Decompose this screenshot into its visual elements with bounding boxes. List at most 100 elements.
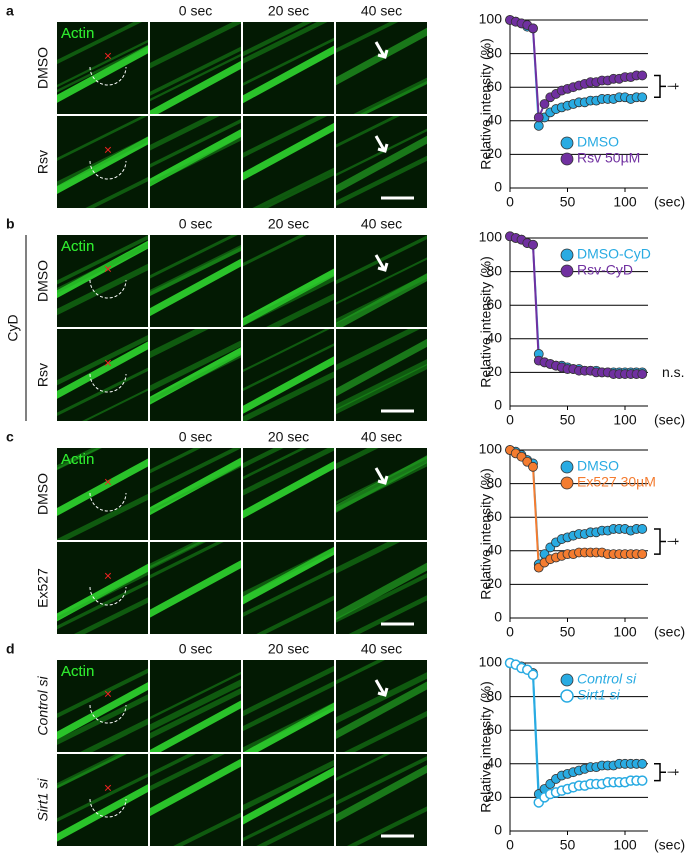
legend-marker bbox=[560, 248, 574, 262]
actin-fiber bbox=[336, 672, 427, 724]
actin-fiber bbox=[57, 136, 148, 195]
bleach-mark: × bbox=[104, 142, 112, 158]
time-label: 20 sec bbox=[268, 3, 309, 19]
panel-letter: c bbox=[6, 429, 14, 445]
actin-fiber bbox=[57, 335, 148, 386]
data-point bbox=[637, 775, 648, 786]
y-tick-label: 80 bbox=[486, 687, 502, 703]
x-tick-label: 100 bbox=[613, 412, 637, 428]
legend-label: Rsv 50µM bbox=[577, 150, 640, 166]
actin-fiber bbox=[150, 53, 241, 102]
actin-fiber bbox=[243, 122, 334, 181]
actin-fiber bbox=[57, 39, 148, 88]
actin-fiber bbox=[243, 448, 334, 496]
time-label: 20 sec bbox=[268, 429, 309, 445]
actin-fiber bbox=[150, 560, 241, 618]
time-label: 40 sec bbox=[361, 3, 402, 19]
actin-fiber bbox=[336, 448, 379, 470]
micrograph-bg bbox=[336, 448, 427, 540]
actin-fiber bbox=[243, 767, 334, 825]
actin-fiber bbox=[336, 359, 427, 411]
actin-fiber bbox=[336, 135, 427, 194]
actin-fiber bbox=[243, 356, 334, 414]
legend-label: Sirt1 si bbox=[577, 687, 621, 703]
legend-label: DMSO bbox=[577, 134, 619, 150]
actin-fiber bbox=[261, 172, 334, 208]
actin-fiber bbox=[150, 46, 241, 96]
y-tick-label: 0 bbox=[494, 822, 502, 838]
y-axis-label: Relative intensity (%) bbox=[478, 681, 494, 813]
actin-fiber bbox=[344, 710, 427, 752]
x-axis-label: (sec) bbox=[654, 624, 685, 640]
channel-label: Actin bbox=[61, 451, 94, 468]
micrograph-bg bbox=[150, 660, 241, 752]
y-tick-label: 20 bbox=[486, 363, 502, 379]
actin-fiber bbox=[150, 235, 238, 279]
actin-fiber bbox=[336, 660, 385, 685]
data-point bbox=[539, 99, 550, 109]
micrograph bbox=[150, 329, 241, 421]
micrograph: × bbox=[57, 235, 148, 327]
actin-fiber bbox=[243, 759, 334, 811]
actin-fiber bbox=[256, 595, 334, 634]
arrow bbox=[374, 254, 389, 272]
actin-fiber bbox=[150, 679, 241, 731]
actin-fiber bbox=[57, 235, 148, 285]
actin-fiber bbox=[150, 448, 241, 494]
actin-fiber bbox=[243, 268, 334, 326]
x-tick-label: 50 bbox=[560, 837, 576, 853]
micrograph-bg bbox=[150, 116, 241, 208]
actin-fiber bbox=[150, 700, 241, 752]
x-tick-label: 0 bbox=[506, 194, 514, 210]
actin-fiber bbox=[57, 136, 148, 187]
actin-fiber bbox=[150, 464, 241, 513]
channel-label: Actin bbox=[61, 25, 94, 42]
micrograph-bg bbox=[243, 754, 334, 846]
row-label: DMSO bbox=[35, 473, 51, 515]
micrograph bbox=[243, 22, 334, 114]
actin-fiber bbox=[57, 116, 148, 161]
legend-label: Rsv-CyD bbox=[577, 262, 633, 278]
micrograph-bg bbox=[57, 329, 148, 421]
y-tick-label: 0 bbox=[494, 609, 502, 625]
row-label: Rsv bbox=[35, 150, 51, 174]
actin-fiber bbox=[57, 263, 148, 316]
actin-fiber bbox=[243, 792, 334, 842]
legend-marker bbox=[560, 136, 574, 150]
actin-fiber bbox=[243, 37, 334, 86]
y-axis-label: Relative intensity (%) bbox=[478, 38, 494, 170]
data-point bbox=[528, 461, 538, 472]
bleach-mark: × bbox=[104, 780, 112, 796]
bleach-region bbox=[89, 279, 127, 299]
annotation: n.s. bbox=[662, 364, 685, 380]
actin-fiber bbox=[243, 460, 334, 519]
actin-fiber bbox=[243, 665, 334, 717]
y-axis-label: Relative intensity (%) bbox=[478, 468, 494, 600]
micrograph bbox=[150, 116, 241, 208]
actin-fiber bbox=[243, 448, 307, 480]
actin-fiber bbox=[57, 694, 148, 746]
actin-fiber bbox=[353, 77, 427, 114]
row-label: DMSO bbox=[35, 260, 51, 302]
actin-fiber bbox=[243, 274, 334, 327]
micrograph-bg bbox=[336, 754, 427, 846]
micrograph-bg bbox=[57, 448, 148, 540]
micrograph-bg bbox=[150, 448, 241, 540]
actin-fiber bbox=[150, 244, 241, 296]
actin-fiber bbox=[243, 680, 334, 732]
y-tick-label: 100 bbox=[479, 441, 503, 457]
actin-fiber bbox=[266, 293, 334, 327]
y-tick-label: 80 bbox=[486, 262, 502, 278]
bleach-region bbox=[89, 798, 127, 818]
y-tick-label: 40 bbox=[486, 542, 502, 558]
y-tick-label: 80 bbox=[486, 44, 502, 60]
micrograph bbox=[150, 542, 241, 634]
row-label: Control si bbox=[35, 676, 51, 736]
bracket bbox=[654, 763, 666, 782]
row-label: Sirt1 si bbox=[35, 778, 51, 822]
legend-label: DMSO-CyD bbox=[577, 246, 651, 262]
actin-fiber bbox=[80, 718, 148, 752]
actin-fiber bbox=[57, 341, 148, 399]
actin-fiber bbox=[336, 462, 427, 512]
y-tick-label: 60 bbox=[486, 78, 502, 94]
